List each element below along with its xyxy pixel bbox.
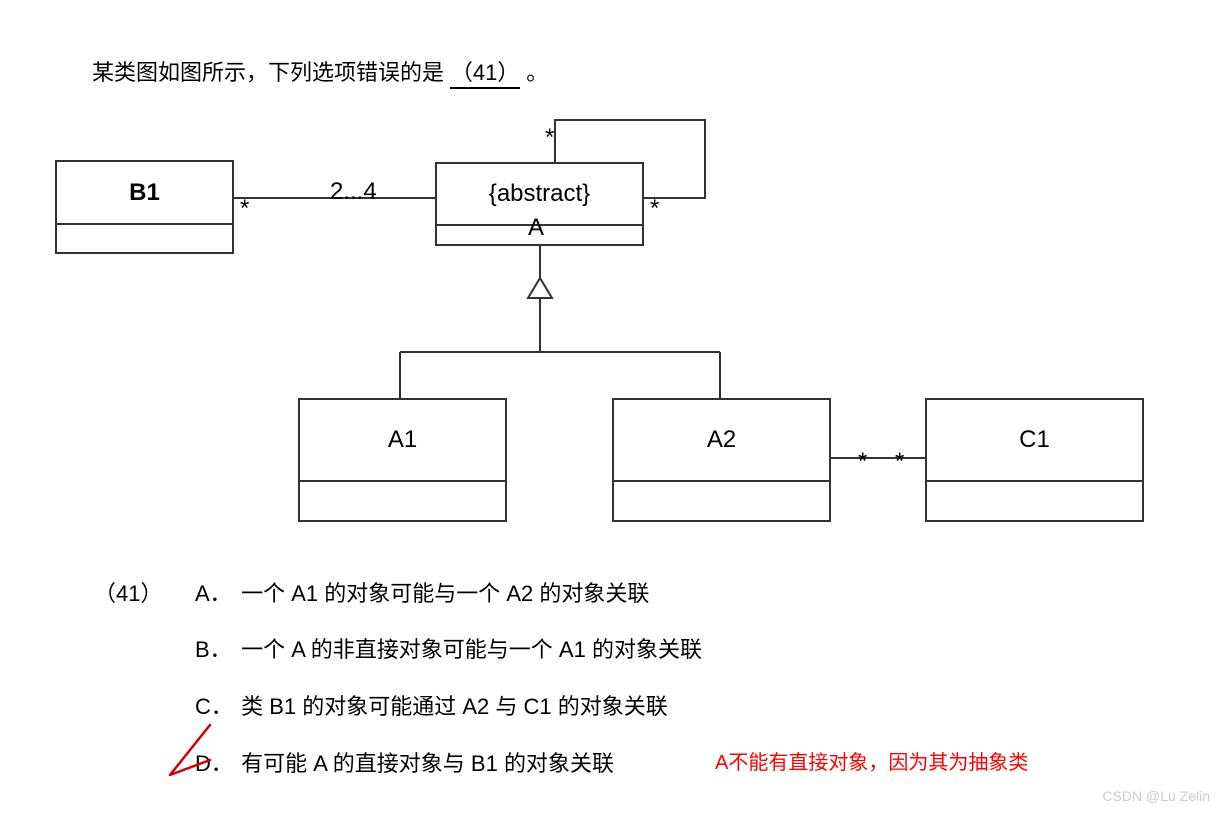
mult-a-self-top: * [545, 124, 554, 152]
option-number: （41） [94, 576, 162, 608]
mult-a2c-left: * [858, 448, 867, 476]
option-c-row: C． 类 B1 的对象可能通过 A2 与 C1 的对象关联 [195, 689, 668, 721]
option-b-text: 一个 A 的非直接对象可能与一个 A1 的对象关联 [241, 637, 702, 662]
option-d-row: D． 有可能 A 的直接对象与 B1 的对象关联 [195, 746, 614, 778]
mult-a2c-right: * [895, 448, 904, 476]
option-a-label: A． [195, 576, 235, 608]
mult-a-left: 2...4 [330, 178, 377, 206]
option-d-text: 有可能 A 的直接对象与 B1 的对象关联 [241, 751, 614, 776]
watermark: CSDN @Lu Zelin [1102, 788, 1210, 804]
option-c-text: 类 B1 的对象可能通过 A2 与 C1 的对象关联 [241, 694, 668, 719]
option-a-text: 一个 A1 的对象可能与一个 A2 的对象关联 [241, 581, 649, 606]
mult-a-self-right: * [650, 195, 659, 223]
annotation-text: A不能有直接对象，因为其为抽象类 [715, 746, 1028, 775]
mult-b1-end: * [240, 195, 249, 223]
option-b-label: B． [195, 632, 235, 664]
uml-connectors [0, 0, 1228, 550]
check-icon [160, 720, 230, 785]
option-a-row: A． 一个 A1 的对象可能与一个 A2 的对象关联 [195, 576, 649, 608]
option-b-row: B． 一个 A 的非直接对象可能与一个 A1 的对象关联 [195, 632, 702, 664]
option-c-label: C． [195, 689, 235, 721]
